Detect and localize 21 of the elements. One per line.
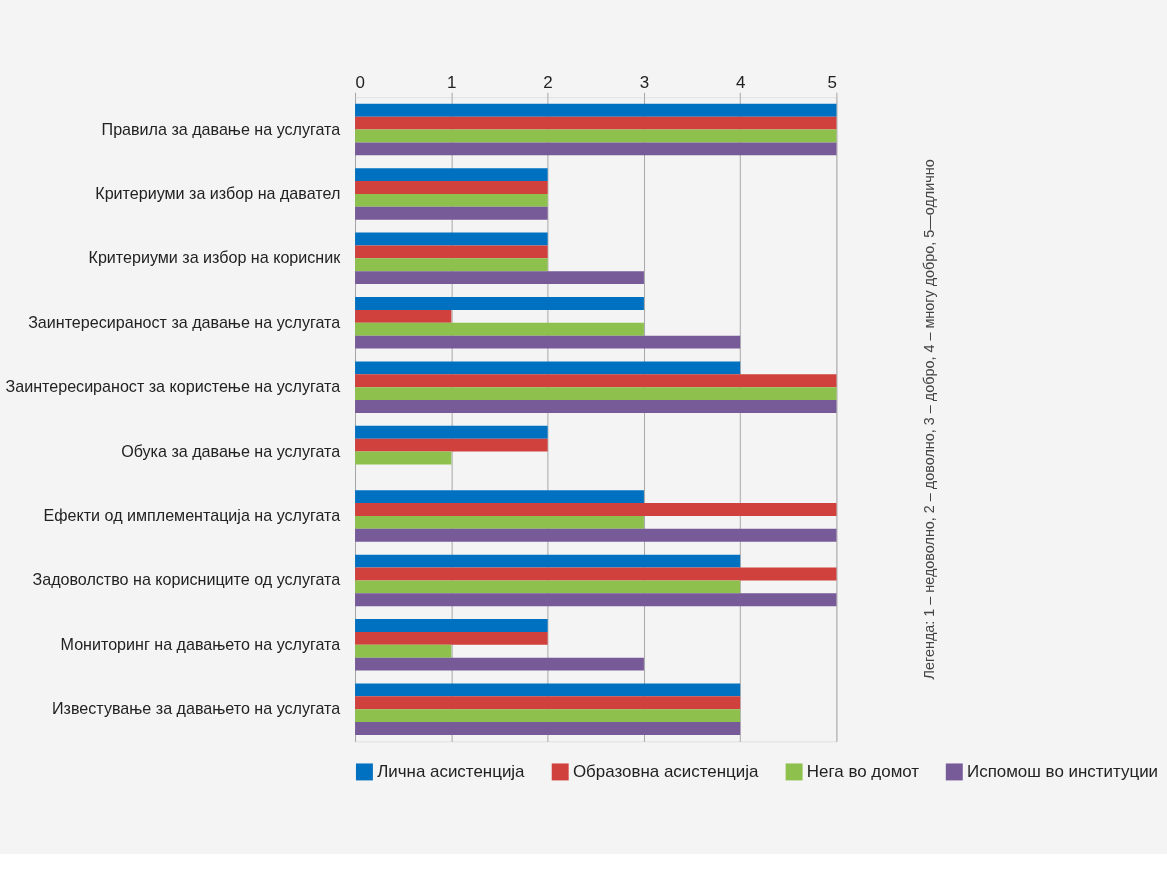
y-tick-label: Известување за давањето на услугата [52, 699, 341, 718]
legend-label: Образовна асистенција [572, 762, 759, 782]
y-tick-label: Ефекти од имплементација на услугата [43, 506, 341, 525]
y-tick-label: Заинтересираност за користење на услугата [5, 377, 341, 396]
y-tick-label: Обука за давање на услугата [121, 441, 341, 460]
legend-label: Испомош во институции [966, 762, 1159, 782]
x-tick-label: 3 [639, 72, 650, 92]
x-tick-label: 1 [447, 72, 457, 92]
x-tick-label: 5 [827, 72, 837, 92]
x-tick-label: 2 [543, 72, 553, 92]
text: Легенда: 1 – недоволно, 2 – доволно, 3 – добро, 4 – многу добро, 5—одлично [920, 159, 937, 680]
x-tick-label: 0 [355, 72, 365, 92]
y-tick-label: Задоволство на корисниците од услугата [32, 570, 341, 589]
legend-label: Нега во домот [806, 762, 920, 782]
x-tick-label: 4 [735, 72, 746, 92]
legend-label: Лична асистенција [377, 762, 526, 782]
y-tick-label: Критериуми за избор на давател [95, 184, 341, 203]
y-tick-label: Критериуми за избор на корисник [88, 248, 342, 267]
y-tick-label: Правила за давање на услугата [101, 119, 341, 138]
y-tick-label: Заинтересираност за давање на услугата [28, 312, 341, 331]
y-tick-label: Мониторинг на давањето на услугата [60, 634, 341, 653]
